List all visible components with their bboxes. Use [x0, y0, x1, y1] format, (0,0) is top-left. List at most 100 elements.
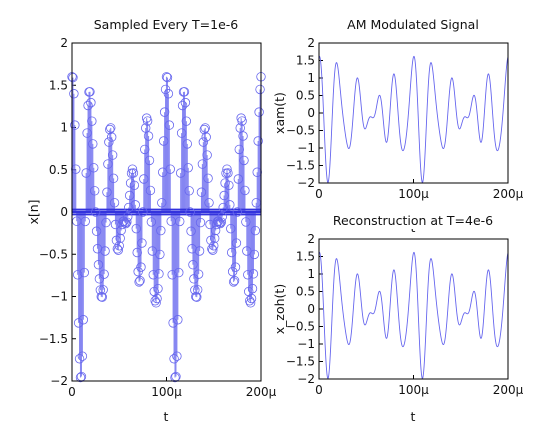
stem-marker [202, 150, 212, 160]
x-tick-label: 200μ [493, 383, 524, 397]
x-tick-label: 0 [315, 187, 323, 201]
stem-marker [222, 164, 232, 174]
stem-marker [151, 298, 161, 308]
stem-marker [152, 293, 162, 304]
stem-marker [161, 72, 172, 82]
stem-marker [247, 283, 258, 294]
stem-marker [72, 270, 83, 280]
y-tick-label: 1.5 [49, 78, 68, 92]
stem-marker [227, 266, 238, 277]
stem-marker [239, 155, 249, 166]
am-signal-chart-ylabel: xam(t) [272, 92, 287, 134]
stem-marker [175, 168, 186, 178]
stem-marker [232, 207, 243, 217]
stem-marker [70, 120, 80, 130]
stem-marker [179, 87, 190, 97]
stem-marker [203, 173, 213, 184]
stem-marker [198, 137, 209, 147]
stem-marker [238, 131, 248, 141]
stem-marker [197, 159, 208, 169]
stem-marker [201, 132, 211, 142]
stem-marker [219, 190, 229, 201]
stem-marker [255, 84, 265, 95]
y-tick-label: −0.5 [286, 124, 315, 138]
y-tick-label: 1 [307, 267, 315, 281]
stem-marker [147, 246, 158, 256]
stem-marker [156, 225, 166, 236]
stem-marker [97, 292, 107, 302]
stem-marker [215, 218, 226, 229]
stem-marker [104, 137, 114, 147]
am-signal-chart: AM Modulated Signal xam(t) 0 100μ 200μ −2−… [272, 17, 524, 201]
stem-marker [218, 202, 228, 213]
stem-chart-ylabel: x[n] [26, 199, 41, 224]
reconstruction-chart-frame [318, 238, 509, 380]
am-signal-chart-y-ticks: −2 −1.5 −1 −0.5 0 0.5 1 1.5 2 [286, 36, 323, 190]
stem-marker [82, 128, 92, 138]
stem-marker [98, 285, 108, 295]
stem-marker [180, 97, 191, 108]
stem-chart-x-ticks: 0 100μ 200μ [68, 377, 277, 399]
stem-marker [181, 116, 192, 126]
stem-marker [186, 226, 196, 236]
y-tick-label: 0 [307, 302, 315, 316]
stem-chart-title: Sampled Every T=1e-6 [94, 17, 239, 32]
stem-marker [237, 116, 247, 126]
y-tick-label: −2 [297, 372, 315, 386]
stem-marker [207, 244, 217, 254]
stem-marker [74, 354, 85, 364]
stem-marker [172, 351, 182, 361]
stem-marker [167, 270, 177, 280]
stem-marker [95, 285, 106, 295]
stem-marker [109, 198, 120, 208]
stem-marker [185, 207, 195, 217]
y-tick-label: 2 [307, 36, 315, 50]
stem-chart-xlabel: t [164, 409, 169, 424]
stem-marker [100, 246, 110, 256]
stem-marker [144, 155, 155, 166]
stem-marker [85, 87, 95, 97]
stem-marker [170, 372, 180, 383]
stem-marker [112, 244, 123, 254]
stem-marker [245, 298, 256, 308]
reconstruction-chart-ylabel: x_zoh(t) [272, 284, 287, 334]
stem-marker [87, 116, 97, 126]
stem-chart-y-ticks: −2 −1.5 −1 −0.5 0 0.5 1 1.5 2 [39, 36, 76, 388]
stem-marker [137, 238, 147, 248]
stem-marker [199, 124, 210, 135]
stem-marker [224, 180, 234, 190]
stem-marker [176, 128, 187, 138]
stem-marker [165, 164, 175, 174]
y-tick-label: −2 [50, 374, 68, 388]
stem-marker [107, 150, 118, 160]
stem-marker [209, 233, 220, 244]
x-tick-label: 100μ [151, 385, 182, 399]
stem-marker [133, 266, 143, 277]
y-tick-label: 2 [60, 36, 68, 50]
stem-marker [94, 274, 105, 284]
reconstruction-line [318, 251, 509, 379]
stem-marker [106, 132, 117, 142]
stem-marker [210, 225, 221, 236]
stem-marker [75, 372, 86, 383]
stem-marker [164, 120, 175, 130]
y-tick-label: 0 [60, 205, 68, 219]
am-signal-line [318, 55, 509, 183]
stem-marker [115, 233, 125, 244]
stem-marker [121, 218, 131, 229]
stem-marker [241, 217, 251, 227]
stem-marker [101, 217, 111, 228]
stem-marker [229, 275, 240, 286]
reconstruction-chart-x-ticks: 0 100μ 200μ [315, 375, 524, 397]
stem-chart-markers [67, 72, 266, 383]
stem-marker [252, 167, 262, 177]
am-signal-chart-title: AM Modulated Signal [347, 17, 479, 32]
stem-marker [209, 241, 219, 251]
stem-marker [129, 180, 140, 190]
stem-marker [240, 185, 250, 196]
x-tick-label: 200μ [246, 385, 277, 399]
stem-marker [243, 270, 253, 280]
y-tick-label: 0.5 [296, 285, 315, 299]
stem-marker [195, 217, 206, 228]
stem-marker [208, 245, 218, 255]
